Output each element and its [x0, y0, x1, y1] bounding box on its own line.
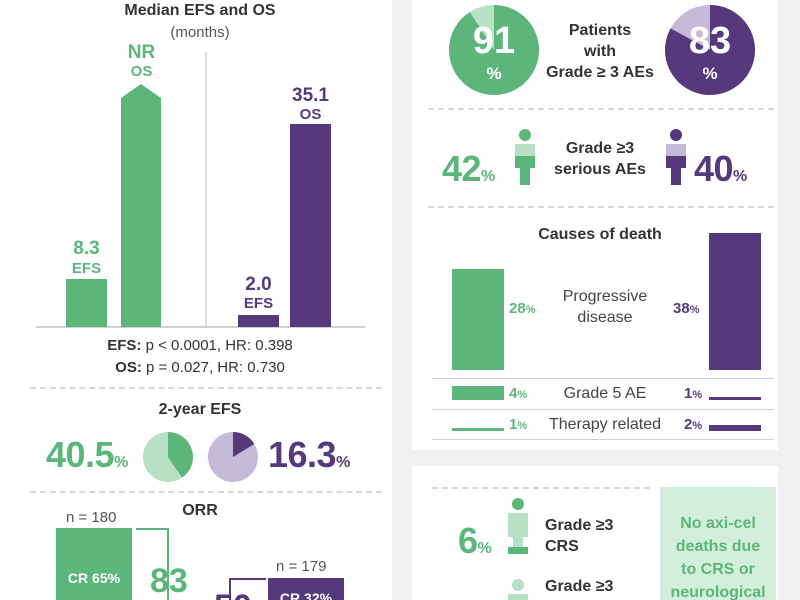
divider-left-2: [30, 491, 382, 493]
os-stat-key: OS:: [115, 359, 142, 376]
neuro-label-1: Grade ≥3: [545, 578, 614, 595]
orr-axicel-n: n = 180: [66, 509, 117, 526]
serious-axicel-value: 42%: [442, 148, 496, 189]
death-pct-axicel-progressive: 28%: [509, 300, 536, 317]
divider-right-2: [428, 206, 774, 208]
person-icon-green-neuro: [508, 579, 528, 600]
orr-soc-bracket: [229, 578, 266, 600]
efs2-soc-value: 16.3%: [268, 434, 351, 475]
bar-label-axicel-efs-metric: EFS: [71, 260, 102, 277]
grade3-soc-slice: [665, 5, 756, 96]
death-pct-soc-progressive: 38%: [673, 300, 700, 317]
bar-label-soc-os-metric: OS: [299, 106, 322, 123]
efs2-axicel-pie: [143, 432, 194, 482]
deaths-title: Causes of death: [538, 226, 662, 243]
efs-stat-value: p < 0.0001, HR: 0.398: [141, 337, 293, 354]
bar-label-soc-efs-value: 2.0: [245, 274, 272, 295]
orr-axicel-cr: CR 65%: [67, 570, 121, 586]
orr-soc-cr: CR 32%: [279, 590, 333, 600]
death-row-divider-3: [432, 439, 774, 440]
death-bar-axicel-progressive: [452, 269, 504, 370]
efs2-axicel-value: 40.5%: [46, 434, 129, 475]
orr-title: ORR: [182, 502, 218, 519]
divider-right-1: [428, 108, 774, 110]
grade3-axicel-pie: [449, 4, 540, 95]
crs-label-1: Grade ≥3: [545, 517, 614, 534]
person-icon-green: [515, 129, 535, 185]
grade3-label-2: with: [584, 43, 616, 60]
median-chart-title: Median EFS and OS: [124, 2, 276, 19]
serious-label-1: Grade ≥3: [565, 140, 635, 157]
grade3-label-1: Patients: [568, 22, 632, 39]
no-deaths-line-4: neurological: [670, 584, 766, 600]
death-pct-axicel-therapy: 1%: [509, 416, 528, 433]
grade3-axicel-value: 91: [472, 20, 516, 62]
bar-label-axicel-efs-value: 8.3: [73, 238, 100, 259]
death-label-progressive-1: Progressive: [562, 288, 648, 305]
grade3-axicel-slice: [449, 4, 540, 95]
death-pct-soc-grade5: 1%: [684, 385, 703, 402]
os-stat-value: p = 0.027, HR: 0.730: [141, 359, 285, 376]
os-stat: OS: p = 0.027, HR: 0.730: [30, 359, 370, 376]
death-row-divider-2: [432, 409, 774, 410]
efs2-axicel-slice: [168, 432, 194, 478]
orr-soc-value: 50: [214, 588, 252, 600]
grade3-axicel-unit: %: [486, 64, 502, 83]
bar-label-soc-efs-metric: EFS: [243, 295, 274, 312]
crs-label-2: CRS: [545, 538, 579, 555]
orr-soc-bar: [268, 578, 344, 600]
death-label-progressive-2: disease: [577, 309, 633, 326]
bar-label-soc-os-value: 35.1: [292, 85, 329, 106]
efs2-soc-pie: [208, 432, 258, 482]
crs-axicel-value: 6%: [458, 520, 492, 561]
death-pct-soc-therapy: 2%: [684, 416, 703, 433]
death-bar-axicel-therapy: [452, 428, 504, 431]
efs2-soc-slice: [233, 432, 255, 457]
divider-left-1: [30, 387, 382, 389]
grade3-soc-pie: [665, 5, 756, 96]
bar-soc-os: [290, 124, 331, 327]
no-deaths-box: [660, 487, 776, 600]
death-row-divider-1: [432, 378, 774, 379]
median-chart-subtitle: (months): [170, 24, 230, 41]
death-bar-soc-therapy: [709, 425, 761, 431]
grade3-soc-value: 83: [688, 20, 732, 62]
orr-axicel-bracket: [136, 528, 169, 600]
bar-label-axicel-os-value: NR: [127, 42, 156, 63]
serious-soc-value: 40%: [694, 148, 748, 189]
median-bar-chart: [36, 52, 365, 328]
death-bar-soc-grade5: [709, 397, 761, 400]
person-icon-purple: [666, 129, 686, 185]
death-label-grade5: Grade 5 AE: [563, 385, 647, 402]
grade3-soc-unit: %: [702, 64, 718, 83]
no-deaths-line-3: to CRS or: [681, 561, 755, 578]
serious-label-2: serious AEs: [554, 161, 646, 178]
efs-stat: EFS: p < 0.0001, HR: 0.398: [30, 337, 370, 354]
orr-axicel-value: 83: [150, 562, 188, 600]
death-bar-axicel-grade5: [452, 386, 504, 400]
death-bar-soc-progressive: [709, 233, 761, 370]
bar-soc-efs: [238, 315, 279, 327]
death-label-therapy: Therapy related: [548, 416, 662, 433]
orr-axicel-bar: [56, 528, 132, 600]
no-deaths-line-2: deaths due: [675, 538, 761, 555]
bar-axicel-efs: [66, 279, 107, 327]
divider-right-3: [432, 487, 650, 489]
grade3-label-3: Grade ≥ 3 AEs: [546, 64, 654, 81]
person-icon-green-crs: [508, 498, 528, 554]
efs-stat-key: EFS:: [107, 337, 142, 354]
death-pct-axicel-grade5: 4%: [509, 385, 528, 402]
bar-axicel-os: [121, 84, 161, 327]
efs2-title: 2-year EFS: [158, 401, 242, 418]
no-deaths-line-1: No axi-cel: [680, 515, 756, 532]
orr-soc-n: n = 179: [276, 558, 327, 575]
bar-label-axicel-os-metric: OS: [130, 63, 153, 80]
